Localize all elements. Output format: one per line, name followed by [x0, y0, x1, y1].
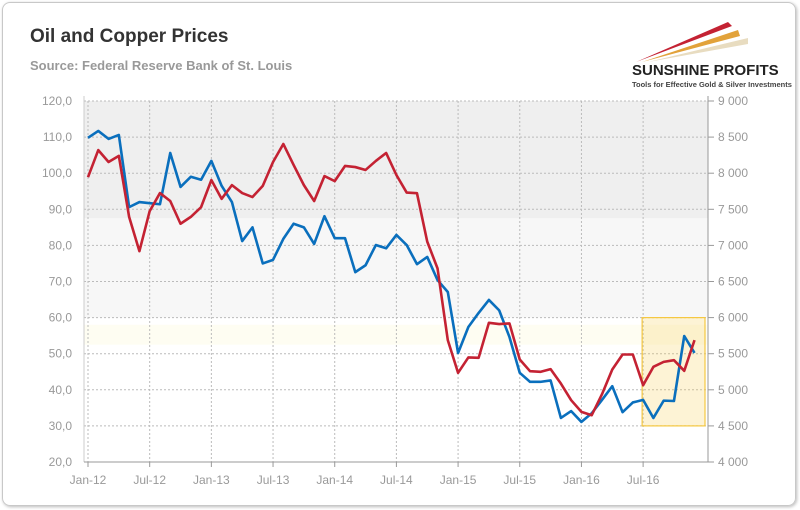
x-axis-tick-label: Jul-16 — [627, 473, 660, 487]
right-axis-tick-label: 5 500 — [718, 347, 748, 361]
right-axis-tick-label: 8 500 — [718, 130, 748, 144]
highlight-box — [641, 317, 706, 427]
x-axis-tick-label: Jan-15 — [440, 473, 477, 487]
x-axis-tick-label: Jan-13 — [193, 473, 230, 487]
x-axis-tick-label: Jul-13 — [257, 473, 290, 487]
left-axis-tick-label: 60,0 — [49, 311, 73, 325]
chart-title: Oil and Copper Prices — [30, 26, 229, 47]
x-axis-tick-label: Jul-14 — [380, 473, 413, 487]
left-axis-tick-label: 120,0 — [42, 94, 72, 108]
right-axis-tick-label: 4 500 — [718, 419, 748, 433]
left-axis-tick-label: 110,0 — [43, 130, 72, 144]
right-axis-tick-label: 4 000 — [718, 455, 748, 469]
right-axis-tick-label: 6 500 — [718, 275, 748, 289]
x-axis-tick-label: Jan-12 — [70, 473, 107, 487]
left-axis-tick-label: 20,0 — [49, 455, 73, 469]
left-axis-tick-label: 40,0 — [49, 383, 73, 397]
x-axis-tick-label: Jan-16 — [563, 473, 600, 487]
left-axis-tick-label: 80,0 — [49, 238, 73, 252]
copper-price-line — [86, 142, 696, 417]
logo-name: SUNSHINE PROFITS — [632, 62, 779, 79]
chart-subtitle: Source: Federal Reserve Bank of St. Loui… — [30, 58, 293, 73]
x-axis-tick-label: Jul-12 — [133, 473, 166, 487]
left-axis-tick-label: 30,0 — [49, 419, 73, 433]
x-axis-tick-label: Jan-14 — [316, 473, 353, 487]
right-axis-tick-label: 6 000 — [718, 311, 748, 325]
right-axis-tick-label: 8 000 — [718, 166, 748, 180]
left-axis-tick-label: 70,0 — [49, 275, 73, 289]
left-axis-tick-label: 50,0 — [49, 347, 73, 361]
right-axis-tick-label: 7 500 — [718, 202, 748, 216]
right-axis-tick-label: 5 000 — [718, 383, 748, 397]
right-axis-tick-label: 7 000 — [718, 238, 748, 252]
right-axis-tick-label: 9 000 — [718, 94, 748, 108]
left-axis-tick-label: 100,0 — [42, 166, 72, 180]
logo-tagline: Tools for Effective Gold & Silver Invest… — [632, 80, 792, 89]
sunshine-profits-logo-icon — [636, 22, 748, 62]
x-axis-tick-label: Jul-15 — [503, 473, 536, 487]
left-axis-tick-label: 90,0 — [49, 202, 73, 216]
